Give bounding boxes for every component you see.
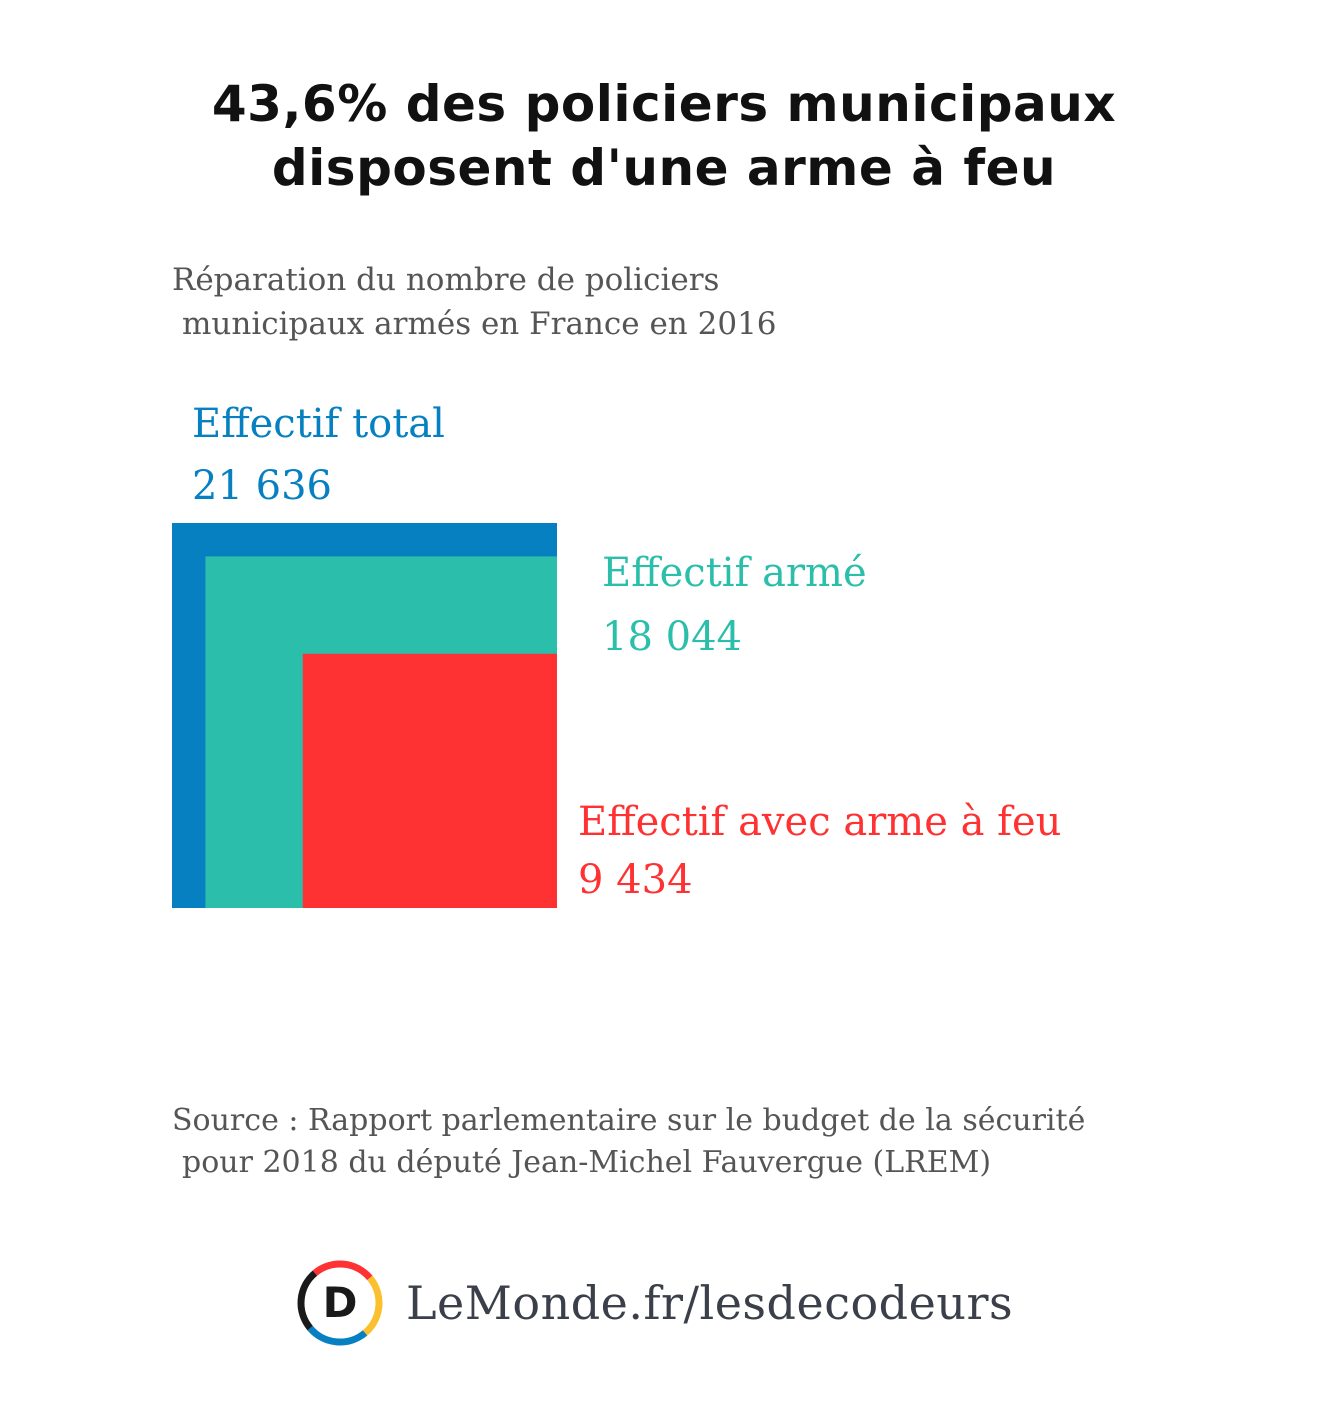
label-effectif-arme-a-feu-value: 9 434	[578, 857, 693, 903]
chart-subtitle-line-1: Réparation du nombre de policiers	[172, 262, 720, 298]
label-effectif-arme-a-feu-name: Effectif avec arme à feu	[578, 799, 1061, 845]
source-note: Source : Rapport parlementaire sur le bu…	[172, 1100, 1172, 1184]
decodeurs-logo-icon: D	[297, 1260, 383, 1346]
label-effectif-arme-value: 18 044	[602, 614, 742, 660]
label-effectif-total-value: 21 636	[192, 463, 332, 509]
brand-footer[interactable]: D LeMonde.fr/lesdecodeurs	[296, 1258, 1013, 1348]
arc-blue-segment	[307, 1325, 368, 1346]
svg-text:D: D	[323, 1278, 358, 1327]
chart-subtitle-line-2: municipaux armés en France en 2016	[182, 306, 777, 342]
square-effectif-arme-a-feu	[302, 653, 557, 908]
chart-title: 43,6% des policiers municipaux disposent…	[0, 72, 1328, 200]
chart-title-line-2: disposent d'une arme à feu	[271, 139, 1057, 197]
arc-red-segment	[312, 1260, 373, 1281]
source-line-1: Source : Rapport parlementaire sur le bu…	[172, 1103, 1086, 1138]
chart-title-line-1: 43,6% des policiers municipaux	[211, 75, 1117, 133]
label-effectif-total-name: Effectif total	[192, 401, 445, 447]
arc-yellow-segment	[362, 1275, 383, 1336]
brand-link[interactable]: LeMonde.fr/lesdecodeurs	[406, 1276, 1014, 1330]
arc-black-segment	[297, 1270, 318, 1331]
chart-subtitle: Réparation du nombre de policiers munici…	[172, 258, 872, 346]
source-line-2: pour 2018 du député Jean-Michel Fauvergu…	[182, 1145, 992, 1180]
label-effectif-arme-name: Effectif armé	[602, 550, 867, 596]
